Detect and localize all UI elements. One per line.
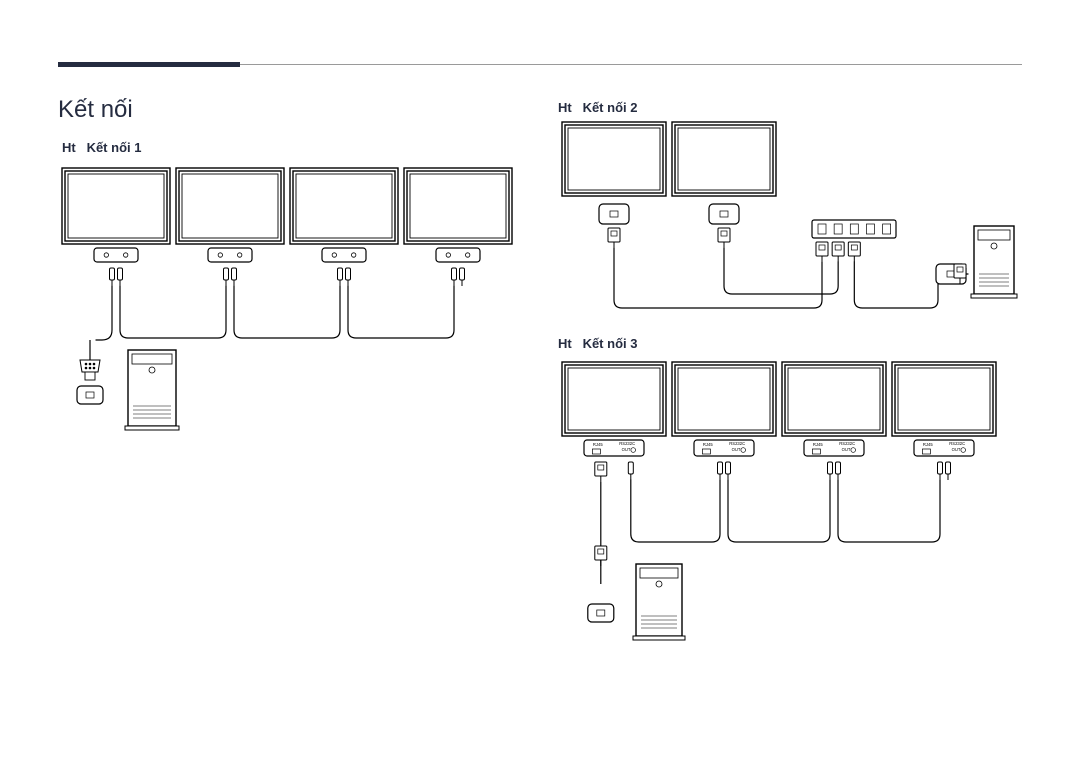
label-prefix: Ht bbox=[62, 140, 76, 155]
label-prefix: Ht bbox=[558, 100, 572, 115]
label-prefix: Ht bbox=[558, 336, 572, 351]
page-title: Kết nối bbox=[58, 96, 133, 124]
svg-text:RS232C: RS232C bbox=[839, 441, 855, 446]
diagram-connection-1 bbox=[58, 160, 528, 440]
header-rule-accent bbox=[58, 62, 240, 67]
svg-text:OUT: OUT bbox=[952, 447, 961, 452]
label-connection-3: Ht Kết nối 3 bbox=[558, 336, 637, 351]
svg-text:RJ45: RJ45 bbox=[813, 442, 823, 447]
label-text: Kết nối 2 bbox=[583, 100, 638, 115]
diagram-connection-2 bbox=[558, 118, 1028, 328]
diagram-connection-3: RJ45RS232COUTRJ45RS232COUTRJ45RS232COUTR… bbox=[558, 356, 1028, 656]
svg-text:OUT: OUT bbox=[732, 447, 741, 452]
svg-text:RS232C: RS232C bbox=[619, 441, 635, 446]
svg-text:OUT: OUT bbox=[622, 447, 631, 452]
label-text: Kết nối 3 bbox=[583, 336, 638, 351]
svg-text:RJ45: RJ45 bbox=[923, 442, 933, 447]
label-connection-2: Ht Kết nối 2 bbox=[558, 100, 637, 115]
label-connection-1: Ht Kết nối 1 bbox=[62, 140, 141, 155]
svg-text:RJ45: RJ45 bbox=[593, 442, 603, 447]
label-text: Kết nối 1 bbox=[87, 140, 142, 155]
svg-text:RJ45: RJ45 bbox=[703, 442, 713, 447]
svg-text:RS232C: RS232C bbox=[729, 441, 745, 446]
svg-text:RS232C: RS232C bbox=[949, 441, 965, 446]
svg-text:OUT: OUT bbox=[842, 447, 851, 452]
